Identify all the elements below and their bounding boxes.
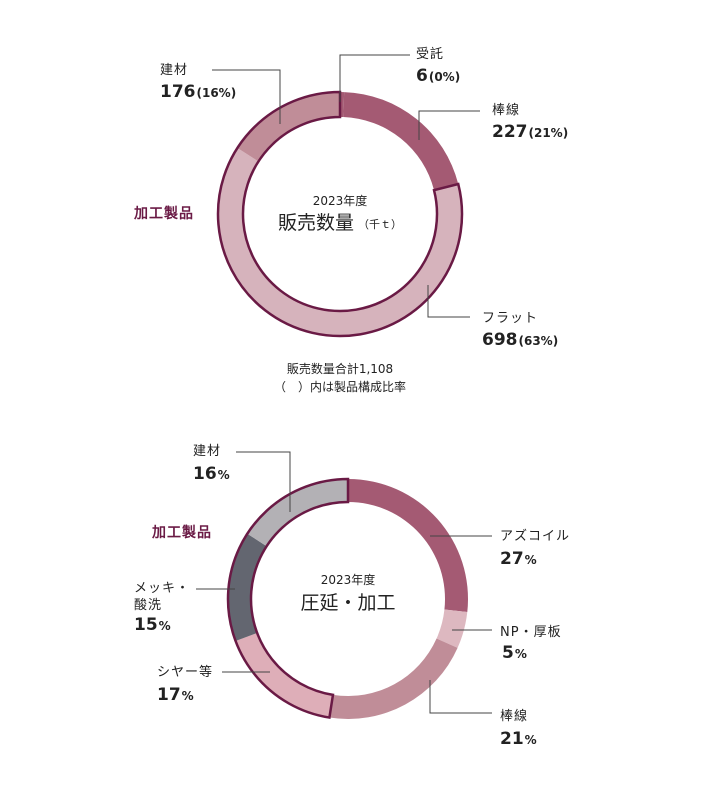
slice-label-flat: フラット bbox=[482, 311, 538, 326]
slice-label-np: NP・厚板 bbox=[500, 625, 562, 640]
slice-value-ascoil: 27% bbox=[500, 549, 537, 569]
slice-value-bousen-2: 21% bbox=[500, 729, 537, 749]
group-label-1: 加工製品 bbox=[133, 205, 194, 222]
slice-label-ascoil: アズコイル bbox=[500, 528, 570, 544]
slice-label-kenzai-2: 建材 bbox=[193, 444, 221, 459]
donut-slice bbox=[343, 92, 459, 191]
slice-value-bousen-1: 227(21%) bbox=[492, 122, 568, 142]
group-label-2: 加工製品 bbox=[151, 524, 212, 541]
donut-slice bbox=[348, 479, 468, 613]
donut-slice bbox=[247, 479, 348, 547]
slice-label-jutaku: 受託 bbox=[416, 46, 444, 62]
donut-slice bbox=[217, 147, 462, 336]
donut-slice bbox=[235, 632, 333, 718]
center-title-1: 販売数量 bbox=[278, 212, 354, 234]
footnote-ratio: （ ）内は製品構成比率 bbox=[274, 379, 406, 394]
leader-bousen-2 bbox=[429, 680, 492, 714]
center-unit-1: （千ｔ） bbox=[358, 218, 402, 231]
leader-jutaku bbox=[339, 54, 410, 102]
slice-value-shear: 17% bbox=[157, 685, 194, 705]
center-title-2: 圧延・加工 bbox=[300, 592, 395, 614]
donut-slice bbox=[228, 533, 267, 642]
center-year-2: 2023年度 bbox=[321, 572, 376, 587]
slice-label-mekki-line1: メッキ・ bbox=[134, 581, 190, 596]
donut-slice bbox=[329, 638, 458, 719]
center-year-1: 2023年度 bbox=[313, 193, 368, 208]
donut-chart-rolling-processing bbox=[228, 479, 468, 719]
processed-products-outline bbox=[216, 90, 464, 338]
slice-label-mekki-line2: 酸洗 bbox=[134, 598, 162, 613]
slice-label-shear: シヤー等 bbox=[157, 664, 213, 680]
slice-value-flat: 698(63%) bbox=[482, 330, 558, 350]
leader-flat bbox=[427, 285, 470, 318]
slice-label-bousen-1: 棒線 bbox=[492, 102, 520, 118]
donut-slice bbox=[436, 609, 468, 648]
slice-label-mekki: メッキ・酸洗 bbox=[134, 581, 190, 613]
leader-bousen-1 bbox=[418, 110, 480, 140]
slice-value-kenzai-2: 16% bbox=[193, 464, 230, 484]
slice-value-np: 5% bbox=[502, 643, 527, 663]
slice-label-kenzai-1: 建材 bbox=[160, 63, 188, 78]
slice-label-bousen-2: 棒線 bbox=[500, 708, 528, 724]
leader-kenzai-2 bbox=[236, 451, 291, 512]
footnote-total: 販売数量合計1,108 bbox=[287, 361, 393, 376]
slice-value-kenzai-1: 176(16%) bbox=[160, 82, 236, 102]
donut-slice bbox=[237, 92, 340, 162]
leader-kenzai-1 bbox=[212, 69, 281, 124]
processed-products-outline-2 bbox=[226, 477, 350, 719]
slice-value-jutaku: 6(0%) bbox=[416, 66, 460, 86]
slice-value-mekki: 15% bbox=[134, 615, 171, 635]
